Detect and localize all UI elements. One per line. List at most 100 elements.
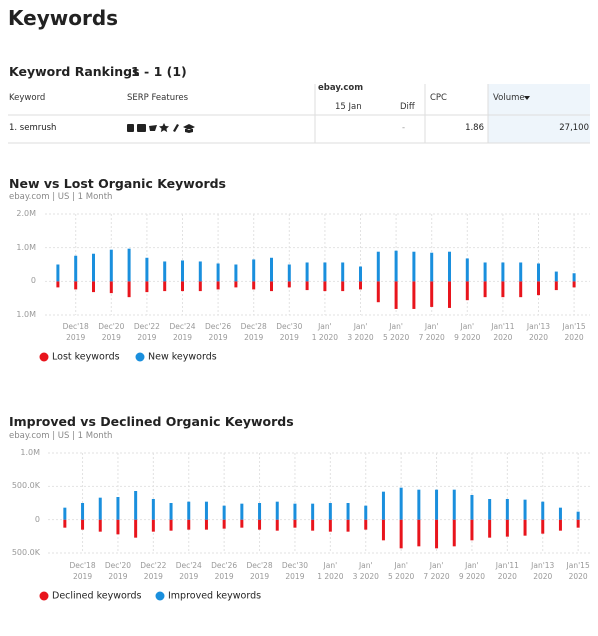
bar [116, 519, 120, 535]
bar [537, 281, 540, 296]
x-tick-label: Jan' 7 2020 [418, 322, 445, 342]
bar [558, 507, 562, 520]
bar [204, 519, 208, 530]
bar [435, 519, 439, 549]
serp-icon [173, 124, 179, 132]
y-tick-label: 1.0M [16, 242, 36, 252]
bar [81, 519, 85, 530]
y-tick-label: 500.0K [11, 548, 40, 557]
bar [198, 261, 202, 282]
bar [465, 258, 469, 282]
bar [430, 281, 434, 307]
legend-label: Lost keywords [52, 351, 120, 363]
bar [341, 262, 345, 282]
bar [74, 281, 78, 290]
bar [216, 281, 220, 290]
chart-title: New vs Lost Organic Keywords [9, 176, 226, 191]
bar [216, 263, 220, 282]
bar [359, 266, 362, 282]
bar [234, 281, 238, 288]
x-tick-label: Jan' 9 2020 [454, 322, 481, 342]
bar [151, 519, 155, 532]
bar [293, 519, 297, 528]
bar [412, 281, 416, 309]
bar [134, 519, 138, 538]
bar [558, 519, 562, 531]
bar [305, 262, 309, 282]
bar [198, 281, 202, 292]
serp-icons [127, 123, 195, 133]
serp-icon [149, 125, 157, 131]
bar [554, 281, 558, 291]
bar [270, 281, 273, 292]
bar [501, 262, 505, 282]
bar [56, 281, 60, 288]
x-tick-label: Jan' 7 2020 [423, 561, 450, 581]
x-tick-label: Dec'28 2019 [240, 322, 267, 342]
bar [92, 253, 95, 282]
bar [505, 519, 509, 537]
bar [576, 519, 580, 528]
bar [169, 519, 173, 531]
y-tick-label: 1.0M [16, 310, 36, 319]
x-tick-label: Dec'30 2019 [281, 561, 308, 581]
bar [234, 264, 238, 282]
column-header[interactable]: Volume [493, 93, 525, 103]
legend-label: Improved keywords [168, 590, 262, 602]
bar [435, 489, 439, 520]
x-tick-label: Jan' 1 2020 [311, 322, 339, 342]
bar [376, 251, 380, 282]
column-header: ebay.com [318, 83, 364, 93]
bar [74, 255, 78, 282]
x-tick-label: Dec'22 2019 [140, 561, 167, 581]
bar [63, 519, 67, 528]
bar [323, 281, 327, 292]
x-tick-label: Jan'11 2020 [491, 322, 515, 342]
x-tick-label: Dec'24 2019 [169, 322, 196, 342]
cell[interactable]: 1. semrush [9, 123, 57, 133]
serp-icon [159, 123, 169, 133]
bar [519, 281, 523, 298]
bar [92, 281, 95, 293]
bar [323, 262, 327, 282]
chart-subtitle: ebay.com | US | 1 Month [9, 192, 113, 202]
x-tick-label: Dec'26 2019 [205, 322, 232, 342]
sort-icon[interactable] [524, 96, 530, 100]
bar [537, 263, 540, 282]
x-tick-label: Jan'13 2020 [526, 322, 551, 342]
bar [470, 519, 474, 541]
bar [417, 489, 421, 520]
y-tick-label: 500.0K [11, 481, 40, 491]
bar [465, 281, 469, 301]
bar [81, 503, 85, 520]
x-tick-label: Jan' 5 2020 [388, 561, 415, 581]
bar [448, 281, 451, 308]
x-tick-label: Dec'18 2019 [69, 561, 96, 581]
bar [381, 519, 385, 541]
bar [572, 273, 576, 282]
bar [483, 281, 487, 298]
bar [163, 281, 167, 292]
bar [488, 499, 492, 520]
serp-icon [183, 124, 195, 133]
cell: 1.86 [465, 123, 484, 133]
bar [109, 281, 113, 294]
table-title: Keyword Rankings [9, 64, 140, 79]
x-tick-label: Dec'30 2019 [276, 322, 303, 342]
bar [181, 260, 184, 282]
bar [169, 503, 173, 520]
x-tick-label: Dec'24 2019 [175, 561, 202, 581]
x-tick-label: Jan' 3 2020 [352, 561, 379, 581]
bar [501, 281, 505, 298]
legend-marker [39, 591, 49, 601]
bar [470, 495, 474, 520]
x-tick-label: Jan'15 2020 [562, 322, 586, 342]
y-tick-label: 0 [34, 514, 40, 524]
bar [275, 519, 279, 531]
x-tick-label: Jan'15 2020 [566, 561, 590, 581]
column-header: 15 Jan [335, 102, 362, 112]
bar [412, 251, 416, 282]
serp-icon [127, 124, 134, 132]
